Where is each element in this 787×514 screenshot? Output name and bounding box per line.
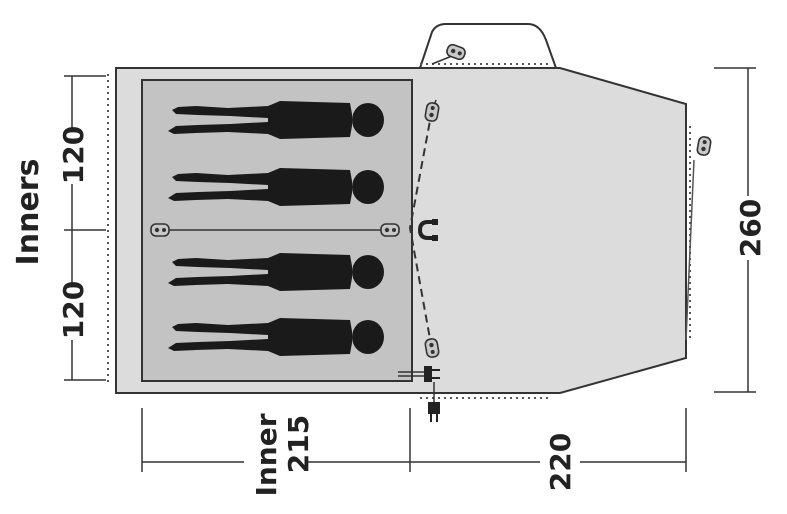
width-dimension: 260: [734, 199, 767, 257]
magnet-icon: [417, 219, 438, 241]
guy-line-peg-icon: [150, 223, 170, 237]
inner-door-zip: [408, 109, 433, 351]
top-guy-line: [431, 55, 453, 65]
inner-length-dimension: 215: [282, 415, 315, 473]
vestibule-length-dimension: 220: [544, 433, 577, 491]
inner-top-dimension: 120: [57, 126, 90, 184]
tent-top-loop: [419, 23, 557, 69]
guy-line-peg-icon: [423, 101, 441, 123]
right-guy-line: [685, 159, 695, 341]
power-plug-icon: [428, 382, 440, 422]
guy-line-peg-icon: [423, 337, 441, 359]
inners-label: Inners: [11, 159, 46, 266]
power-plug-icon: [398, 366, 440, 382]
guy-line-peg-icon: [695, 135, 713, 157]
inner-word-label: Inner: [250, 413, 283, 496]
guy-line-peg-icon: [380, 223, 400, 237]
inner-bottom-dimension: 120: [57, 281, 90, 339]
